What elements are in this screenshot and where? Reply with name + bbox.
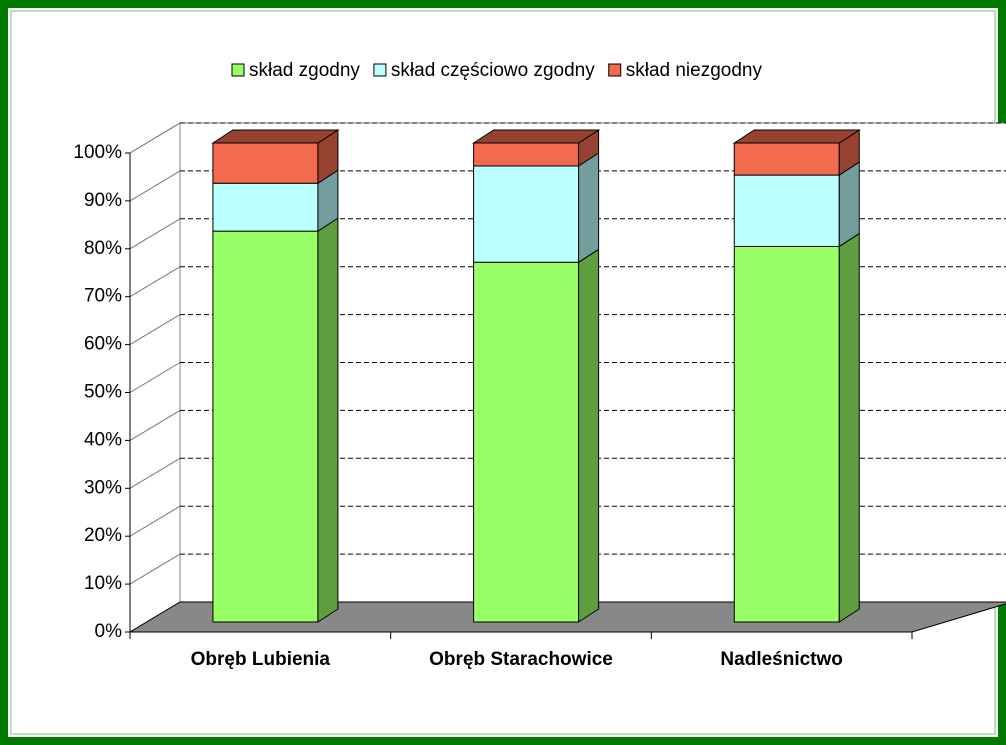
y-tick-label: 20% [84,525,122,546]
grid-line [129,409,181,441]
bar-segment [212,182,319,232]
y-tick-label: 60% [84,334,122,355]
bar-segment [473,142,580,167]
bar-segment [473,261,580,623]
grid-line [129,218,181,250]
x-tick-label: Obręb Starachowice [429,649,613,670]
y-tick-label: 0% [95,621,123,642]
bar-segment [733,245,840,623]
bar-segment [733,142,840,176]
legend-label: skład niezgodny [626,60,763,81]
bar-side [317,217,339,623]
bar-side [838,161,860,248]
y-tick-label: 30% [84,477,122,498]
bar-side [578,248,600,623]
bar-top [732,129,861,144]
bar-side [838,232,860,623]
bar-segment [473,165,580,263]
x-tick-label: Obręb Lubienia [191,649,331,670]
grid-line [129,457,181,489]
legend-swatch [373,63,387,77]
y-tick-label: 10% [84,573,122,594]
bar-segment [212,230,319,623]
y-tick-label: 50% [84,382,122,403]
grid-line [129,553,181,585]
y-tick-label: 40% [84,429,122,450]
y-tick-label: 80% [84,238,122,259]
grid-line [129,505,181,537]
grid-line [129,266,181,298]
bar-top [471,129,601,144]
y-tick-label: 70% [84,286,122,307]
y-tick-label: 90% [84,190,122,211]
bar-segment [733,174,840,247]
grid-line [129,122,181,154]
grid-line [129,362,181,393]
x-tick-label: Nadleśnictwo [720,649,842,670]
bar-segment [212,142,319,184]
grid-line [129,314,181,346]
legend-label: skład częściowo zgodny [391,60,595,81]
legend-swatch [231,63,245,77]
grid-line [129,170,181,202]
bar-side [578,152,600,264]
legend-swatch [608,63,622,77]
bar-top [211,129,340,144]
legend-label: skład zgodny [249,60,360,81]
y-tick-label: 100% [73,142,122,163]
